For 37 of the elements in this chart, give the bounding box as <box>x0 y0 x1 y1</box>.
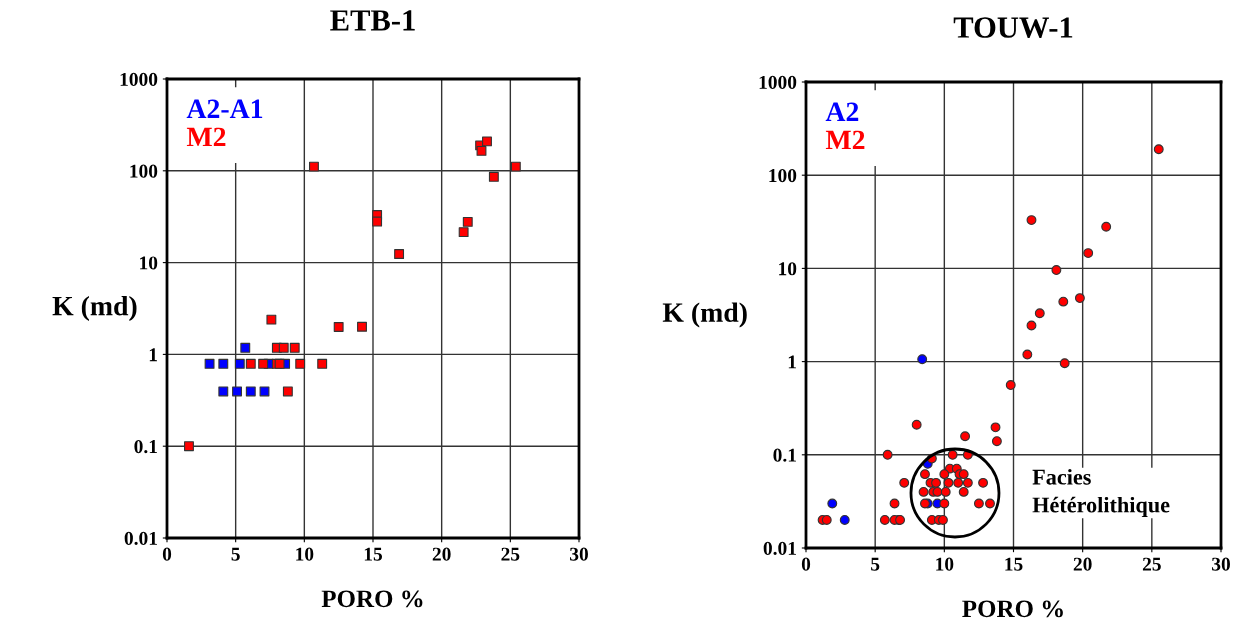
chart-title: TOUW-1 <box>953 17 1073 39</box>
x-tick-label: 0 <box>801 557 811 571</box>
annotation: Facies Hétérolithique <box>1032 468 1170 518</box>
y-tick-label: 100 <box>130 164 158 178</box>
y-tick-label: 10 <box>140 256 158 270</box>
y-tick-label: 1000 <box>759 75 797 89</box>
chart-title: ETB-1 <box>330 10 415 31</box>
text: A2-A1 <box>186 99 263 118</box>
y-tick-label: 100 <box>769 169 797 183</box>
x-tick-label: 30 <box>1212 557 1230 571</box>
y-tick-label: 0.1 <box>134 440 157 454</box>
y-axis-title: K (md) <box>52 295 137 322</box>
x-tick-label: 5 <box>871 557 880 571</box>
x-tick-label: 20 <box>432 547 451 561</box>
y-tick-label: 0.01 <box>124 531 157 546</box>
x-tick-label: 15 <box>1005 557 1023 571</box>
text: M2 <box>825 130 865 150</box>
x-tick-label: 20 <box>1073 557 1092 571</box>
text: A2 <box>825 102 859 121</box>
x-tick-label: 15 <box>364 547 383 561</box>
x-tick-label: 25 <box>501 547 520 561</box>
x-tick-label: 25 <box>1142 557 1161 571</box>
x-tick-label: 0 <box>162 547 172 561</box>
y-tick-label: 1 <box>149 348 157 362</box>
x-tick-label: 10 <box>296 547 314 561</box>
y-axis-title: K (md) <box>662 302 747 328</box>
y-tick-label: 0.1 <box>773 448 796 462</box>
x-tick-label: 10 <box>936 557 954 571</box>
y-tick-label: 1 <box>788 355 796 369</box>
y-tick-label: 0.01 <box>763 541 796 556</box>
y-tick-label: 10 <box>779 262 797 276</box>
text: M2 <box>186 127 226 147</box>
x-tick-label: 5 <box>231 547 240 561</box>
x-axis-title: PORO % <box>962 600 1063 618</box>
x-axis-title: PORO % <box>321 590 423 608</box>
x-tick-label: 30 <box>570 547 588 561</box>
y-tick-label: 1000 <box>120 72 158 86</box>
